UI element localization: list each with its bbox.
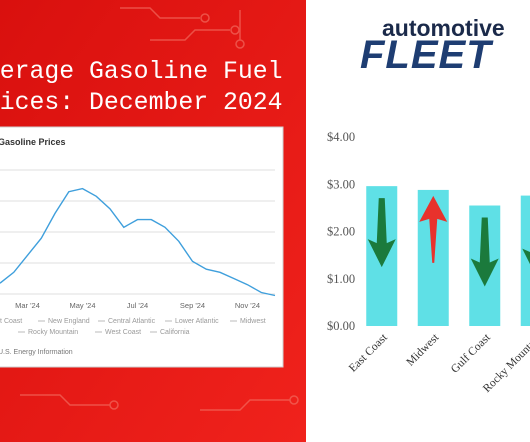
banner-line: Prices: December 2024 (0, 89, 283, 117)
legend-label: California (160, 329, 190, 336)
logo-bottom: FLEET (360, 33, 494, 77)
inset-title: Gasoline Prices (0, 137, 66, 147)
x-tick-label: May '24 (69, 301, 95, 310)
y-tick-label: $1.00 (327, 272, 355, 286)
trend-arrow (522, 248, 530, 265)
bar (520, 195, 530, 326)
legend-label: West Coast (105, 329, 141, 336)
banner-line: Average Gasoline Fuel (0, 58, 283, 86)
legend-label: Rocky Mountain (28, 329, 78, 336)
x-tick-label: Mar '24 (15, 301, 40, 310)
y-tick-label: $0.00 (327, 319, 355, 333)
inset-chart-panel (0, 126, 284, 368)
y-tick-label: $4.00 (327, 130, 355, 144)
x-tick-label: Sep '24 (180, 301, 205, 310)
source-note: U.S. Energy Information (0, 349, 73, 356)
y-tick-label: $2.00 (327, 225, 355, 239)
legend-label: East Coast (0, 318, 22, 325)
legend-label: New England (48, 318, 90, 325)
legend-label: Midwest (240, 318, 266, 325)
circuit-decor (20, 7, 299, 411)
trend-arrow (367, 198, 396, 268)
price-line (0, 187, 276, 297)
legend-label: Central Atlantic (108, 318, 156, 325)
trend-arrow (419, 195, 448, 263)
y-tick-label: $3.00 (327, 177, 355, 191)
legend-label: Lower Atlantic (175, 318, 219, 325)
x-tick-label: Nov '24 (235, 301, 260, 310)
trend-arrow (470, 217, 499, 287)
logo-top: automotive (382, 15, 505, 41)
x-tick-label: Jul '24 (127, 301, 148, 310)
